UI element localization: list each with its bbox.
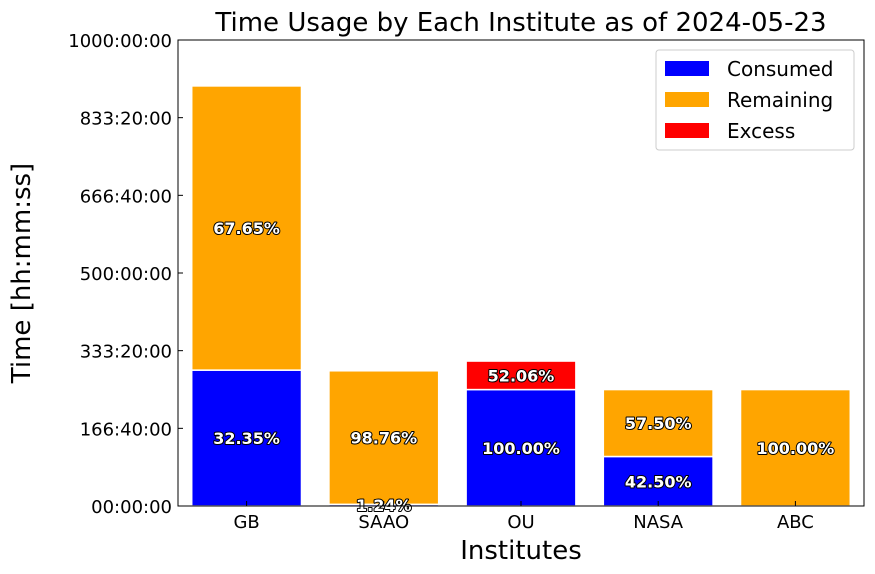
x-tick-label-nasa: NASA xyxy=(633,512,684,533)
data-label-remaining-nasa: 57.50% xyxy=(625,414,692,433)
bar-consumed-gb xyxy=(190,369,303,507)
chart-title: Time Usage by Each Institute as of 2024-… xyxy=(214,8,826,38)
bar-remaining-nasa xyxy=(602,388,714,458)
bar-remaining-gb xyxy=(190,85,303,371)
data-label-consumed-ou: 100.00% xyxy=(482,439,560,458)
y-tick-label-0: 00:00:00 xyxy=(91,497,172,518)
data-label-excess-ou: 52.06% xyxy=(488,366,555,385)
legend-swatch-remaining xyxy=(665,92,709,107)
x-tick-label-gb: GB xyxy=(233,512,259,533)
bar-remaining-abc xyxy=(739,388,852,507)
bar-excess-ou xyxy=(465,360,577,391)
y-tick-label-2: 333:20:00 xyxy=(80,342,172,363)
x-tick-label-abc: ABC xyxy=(777,512,814,533)
plot-frame xyxy=(177,39,865,507)
y-tick-label-1: 166:40:00 xyxy=(80,419,172,440)
y-tick-label-4: 666:40:00 xyxy=(80,186,172,207)
y-tick-label-6: 1000:00:00 xyxy=(68,31,172,52)
legend-label-excess: Excess xyxy=(727,119,795,143)
data-label-remaining-abc: 100.00% xyxy=(757,439,835,458)
y-tick-label-3: 500:00:00 xyxy=(80,264,172,285)
legend: Consumed Remaining Excess xyxy=(655,49,855,151)
x-tick-label-ou: OU xyxy=(507,512,534,533)
data-label-remaining-gb: 67.65% xyxy=(213,219,280,238)
legend-label-consumed: Consumed xyxy=(727,57,833,81)
data-label-consumed-gb: 32.35% xyxy=(213,429,280,448)
data-label-consumed-nasa: 42.50% xyxy=(625,472,692,491)
bar-consumed-ou xyxy=(465,388,577,507)
data-label-remaining-saao: 98.76% xyxy=(350,429,417,448)
legend-swatch-excess xyxy=(665,123,709,138)
x-tick-label-saao: SAAO xyxy=(358,512,409,533)
plot-area: 32.35%67.65%GB1.24%98.76%SAAO100.00%52.0… xyxy=(68,31,865,533)
y-axis-label: Time [hh:mm:ss] xyxy=(7,163,37,384)
y-tick-label-5: 833:20:00 xyxy=(80,109,172,130)
bar-remaining-saao xyxy=(328,370,440,506)
bar-consumed-nasa xyxy=(602,455,714,507)
x-axis-label: Institutes xyxy=(460,536,582,566)
legend-swatch-consumed xyxy=(665,61,709,76)
legend-label-remaining: Remaining xyxy=(727,88,833,112)
